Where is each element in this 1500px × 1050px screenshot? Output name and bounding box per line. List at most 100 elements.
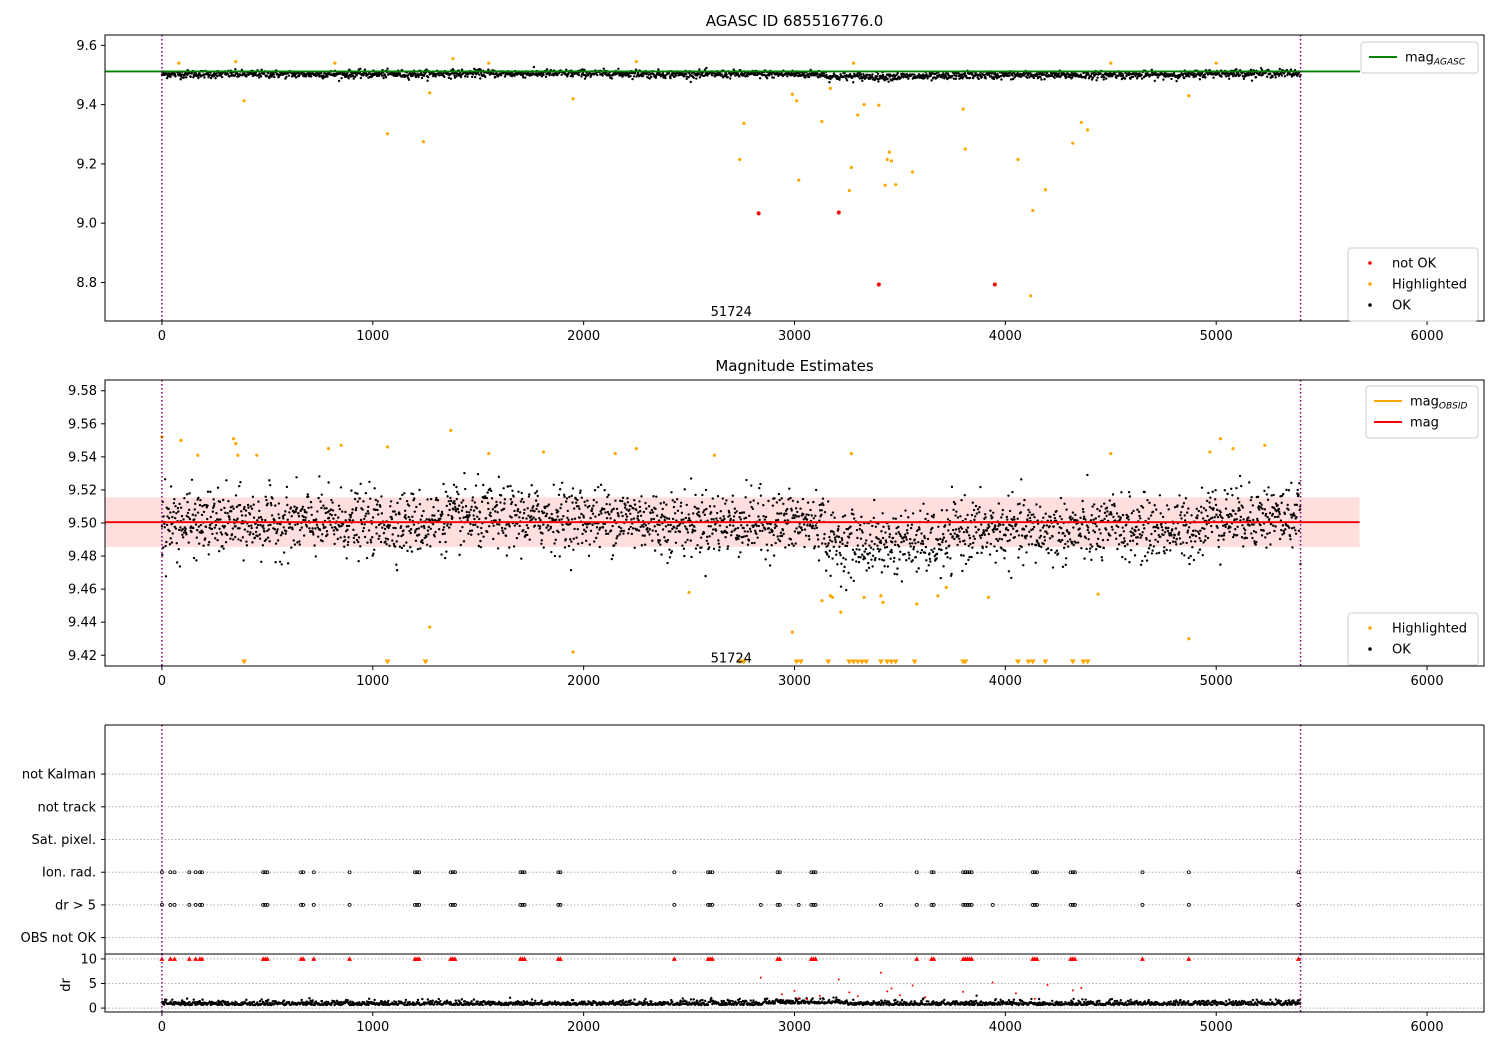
ok-point [706,542,710,545]
ok-point [830,513,833,517]
ok-point [843,565,846,569]
ok-point [1018,548,1021,551]
ok-point [369,538,372,542]
ok-point [576,542,580,546]
ok-point [269,523,272,526]
ok-point [1222,534,1226,537]
ok-point [1065,75,1068,79]
ok-point [247,524,251,528]
ok-point [1278,67,1282,71]
ok-point [954,514,957,517]
ok-point [832,545,835,549]
ok-point [664,76,667,80]
ok-point [880,571,884,574]
ok-point [996,539,1000,543]
ok-point [874,525,878,529]
ok-point [1017,556,1020,559]
ok-point [621,496,625,500]
ok-point [935,557,938,560]
ok-point [613,544,616,547]
ok-point [266,502,269,505]
ok-point [866,553,870,556]
ok-point [798,525,801,528]
ok-point [1098,528,1101,531]
ok-point [532,505,535,508]
ok-point [989,542,993,546]
ok-point [375,526,378,529]
ok-point [1197,532,1201,536]
ok-point [734,527,737,531]
ok-point [872,548,875,551]
ok-point [480,531,483,535]
ok-point [1035,503,1038,506]
ok-point [942,72,945,75]
ok-point [1086,526,1090,529]
ok-point [529,509,533,512]
ok-point [316,535,320,538]
ok-point [690,523,694,527]
ok-point [1166,529,1170,533]
ok-point [1043,535,1046,539]
ok-point [453,500,456,503]
ok-point [787,498,790,501]
ok-point [654,507,657,511]
ok-point [749,530,753,533]
ok-point [1155,552,1158,555]
ok-point [869,546,873,549]
ok-point [643,522,646,525]
ok-point [1189,540,1193,543]
ok-point [1192,558,1196,562]
ok-point [704,488,708,492]
ok-point [431,522,435,526]
ok-point [1191,546,1194,549]
ok-point [1129,530,1132,533]
ok-point [740,524,743,527]
ok-point [285,496,288,499]
ok-point [357,560,360,563]
ok-point [960,498,963,502]
ok-point [847,571,850,575]
ok-point [1181,73,1185,76]
ok-point [1060,538,1064,542]
ok-point [396,501,399,505]
ok-point [1219,511,1222,514]
ok-point [911,73,914,76]
ok-point [322,504,325,507]
ok-point [351,511,354,515]
ok-point [959,515,962,518]
ok-point [388,524,392,527]
ok-point [708,535,711,538]
ok-point [629,512,632,515]
ok-point [197,525,200,528]
ok-point [1017,534,1021,537]
ok-point [887,80,890,83]
ok-point [197,76,200,80]
ok-point [758,529,762,533]
ok-point [534,492,537,495]
ok-point [297,515,301,518]
ok-point [868,73,872,77]
ok-point [415,505,418,509]
ok-point [201,531,204,534]
ok-point [315,523,319,526]
ok-point [792,544,795,547]
ok-point [1188,562,1191,566]
ok-point [1063,502,1066,505]
ok-point [494,519,497,522]
ok-point [590,509,594,513]
ok-point [844,558,848,561]
ok-point [367,505,370,509]
ok-point [795,527,798,530]
ok-point [1215,513,1218,516]
ok-point [536,494,539,498]
ok-point [333,542,336,546]
ok-point [352,536,356,540]
ok-point [951,528,955,532]
ok-point [911,559,914,562]
ok-point [920,532,923,535]
ok-point [462,516,465,519]
ok-point [545,512,549,516]
ok-point [1095,79,1098,82]
ok-point [598,545,602,549]
